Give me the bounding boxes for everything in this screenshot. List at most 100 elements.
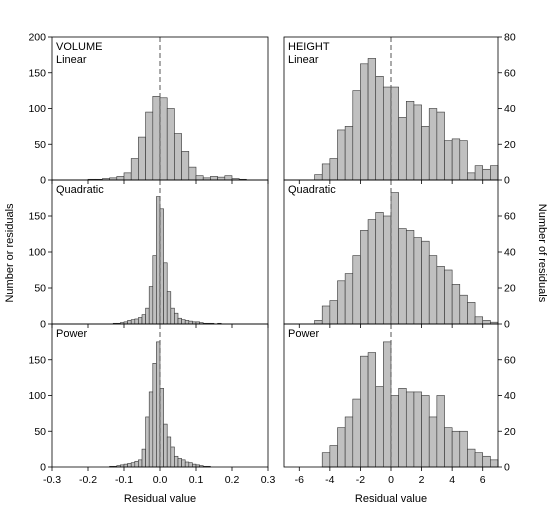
histogram-bar	[116, 176, 125, 181]
y-axis-title-right: Number of residuals	[536, 204, 548, 303]
histogram-bar	[152, 363, 157, 468]
histogram-bar	[367, 58, 377, 181]
histogram-bar	[152, 255, 157, 325]
y-tick-label: 0	[504, 175, 510, 187]
histogram-bar	[383, 215, 392, 325]
histogram-bar	[436, 395, 445, 468]
histogram-bar	[156, 341, 161, 468]
x-tick-label: 4	[449, 474, 455, 486]
histogram-bar	[174, 312, 179, 325]
histogram-bar	[398, 388, 407, 468]
x-tick-label: 0	[388, 474, 394, 486]
y-tick-label: 40	[504, 390, 516, 402]
histogram-bar	[166, 436, 172, 468]
histogram-bar	[134, 460, 139, 468]
histogram-bar	[383, 341, 392, 468]
histogram-bar	[428, 255, 438, 325]
histogram-bar	[138, 136, 146, 181]
histogram-bar	[156, 196, 161, 325]
histogram-bar	[482, 168, 491, 181]
histogram-bar	[451, 284, 461, 325]
histogram-bar	[344, 273, 354, 325]
y-tick-label: 100	[28, 390, 46, 402]
x-axis-title-left: Residual value	[124, 493, 196, 505]
histogram-bar	[159, 208, 164, 325]
histogram-bar	[314, 174, 323, 181]
x-tick-label: -4	[325, 474, 334, 486]
y-tick-label: 60	[504, 354, 516, 366]
y-tick-label: 150	[28, 67, 46, 79]
model-label: Power	[288, 328, 320, 340]
histogram-bar	[163, 262, 168, 325]
histogram-bar	[474, 316, 484, 325]
histogram-bar	[166, 291, 172, 325]
model-label: Linear	[56, 54, 87, 66]
x-tick-label: -0.3	[43, 474, 61, 486]
histogram-bar	[174, 455, 179, 468]
panel-height-quadratic: 0 20 40 60 Quadratic	[283, 179, 516, 331]
panel-volume-power: 0 50 100 150 -0.3 -0.2 -0.1 0.0 0.1 0.2 0.3 Power	[28, 323, 275, 486]
histogram-bar	[421, 126, 430, 181]
histogram-bar	[195, 175, 204, 181]
y-tick-label: 150	[28, 211, 46, 223]
histogram-bar	[329, 158, 338, 181]
histogram-bar	[152, 96, 161, 181]
panel-title: VOLUME	[56, 41, 102, 53]
histogram-bar	[177, 317, 182, 325]
histogram-bar	[482, 320, 491, 325]
x-tick-label: 0.0	[153, 474, 168, 486]
histogram-bar	[490, 165, 499, 181]
histogram-bar	[444, 427, 453, 468]
histogram-bar	[390, 192, 399, 325]
panel-volume-quadratic: 0 50 100 150 Quadratic	[28, 179, 269, 331]
histogram-bar	[184, 320, 190, 325]
histogram-bar	[360, 230, 369, 325]
x-tick-label: 0.2	[225, 474, 240, 486]
histogram-bar	[413, 104, 422, 181]
y-axis-title-left: Number or residuals	[4, 203, 16, 303]
x-tick-label: 0.1	[189, 474, 204, 486]
histogram-bar	[428, 416, 438, 468]
histogram-bar	[436, 111, 445, 181]
model-label: Quadratic	[288, 184, 336, 196]
x-tick-label: -6	[295, 474, 304, 486]
histogram-bar	[166, 108, 175, 181]
histogram-bar	[436, 266, 445, 325]
histogram-bar	[405, 101, 415, 181]
histogram-bar	[344, 126, 354, 181]
y-tick-label: 20	[504, 426, 516, 438]
histogram-bar	[428, 108, 438, 181]
histogram-bar	[375, 212, 384, 325]
histogram-bar	[421, 395, 430, 468]
histogram-bar	[127, 463, 132, 468]
y-tick-label: 50	[34, 426, 46, 438]
y-tick-label: 80	[504, 32, 516, 44]
histogram-bar	[148, 286, 154, 325]
histogram-bar	[159, 97, 168, 181]
histogram-bar	[145, 307, 150, 325]
histogram-bar	[444, 269, 453, 325]
histogram-bar	[145, 416, 150, 468]
y-tick-label: 20	[504, 139, 516, 151]
histogram-bar	[375, 76, 384, 181]
x-tick-label: -0.2	[79, 474, 97, 486]
y-tick-label: 150	[28, 354, 46, 366]
histogram-bar	[459, 430, 468, 468]
histogram-bar	[321, 163, 331, 181]
histogram-bar	[181, 151, 190, 181]
histogram-bar	[413, 391, 422, 468]
histogram-bar	[367, 352, 377, 468]
y-tick-label: 60	[504, 67, 516, 79]
histogram-bar	[210, 176, 218, 181]
model-label: Quadratic	[56, 184, 104, 196]
histogram-bar	[337, 280, 346, 325]
histogram-bar	[405, 230, 415, 325]
histogram-bar	[321, 452, 331, 468]
histogram-bar	[390, 395, 399, 468]
histogram-bar	[451, 430, 461, 468]
model-label: Linear	[288, 54, 319, 66]
histogram-bar	[130, 319, 136, 325]
histogram-bar	[344, 416, 354, 468]
